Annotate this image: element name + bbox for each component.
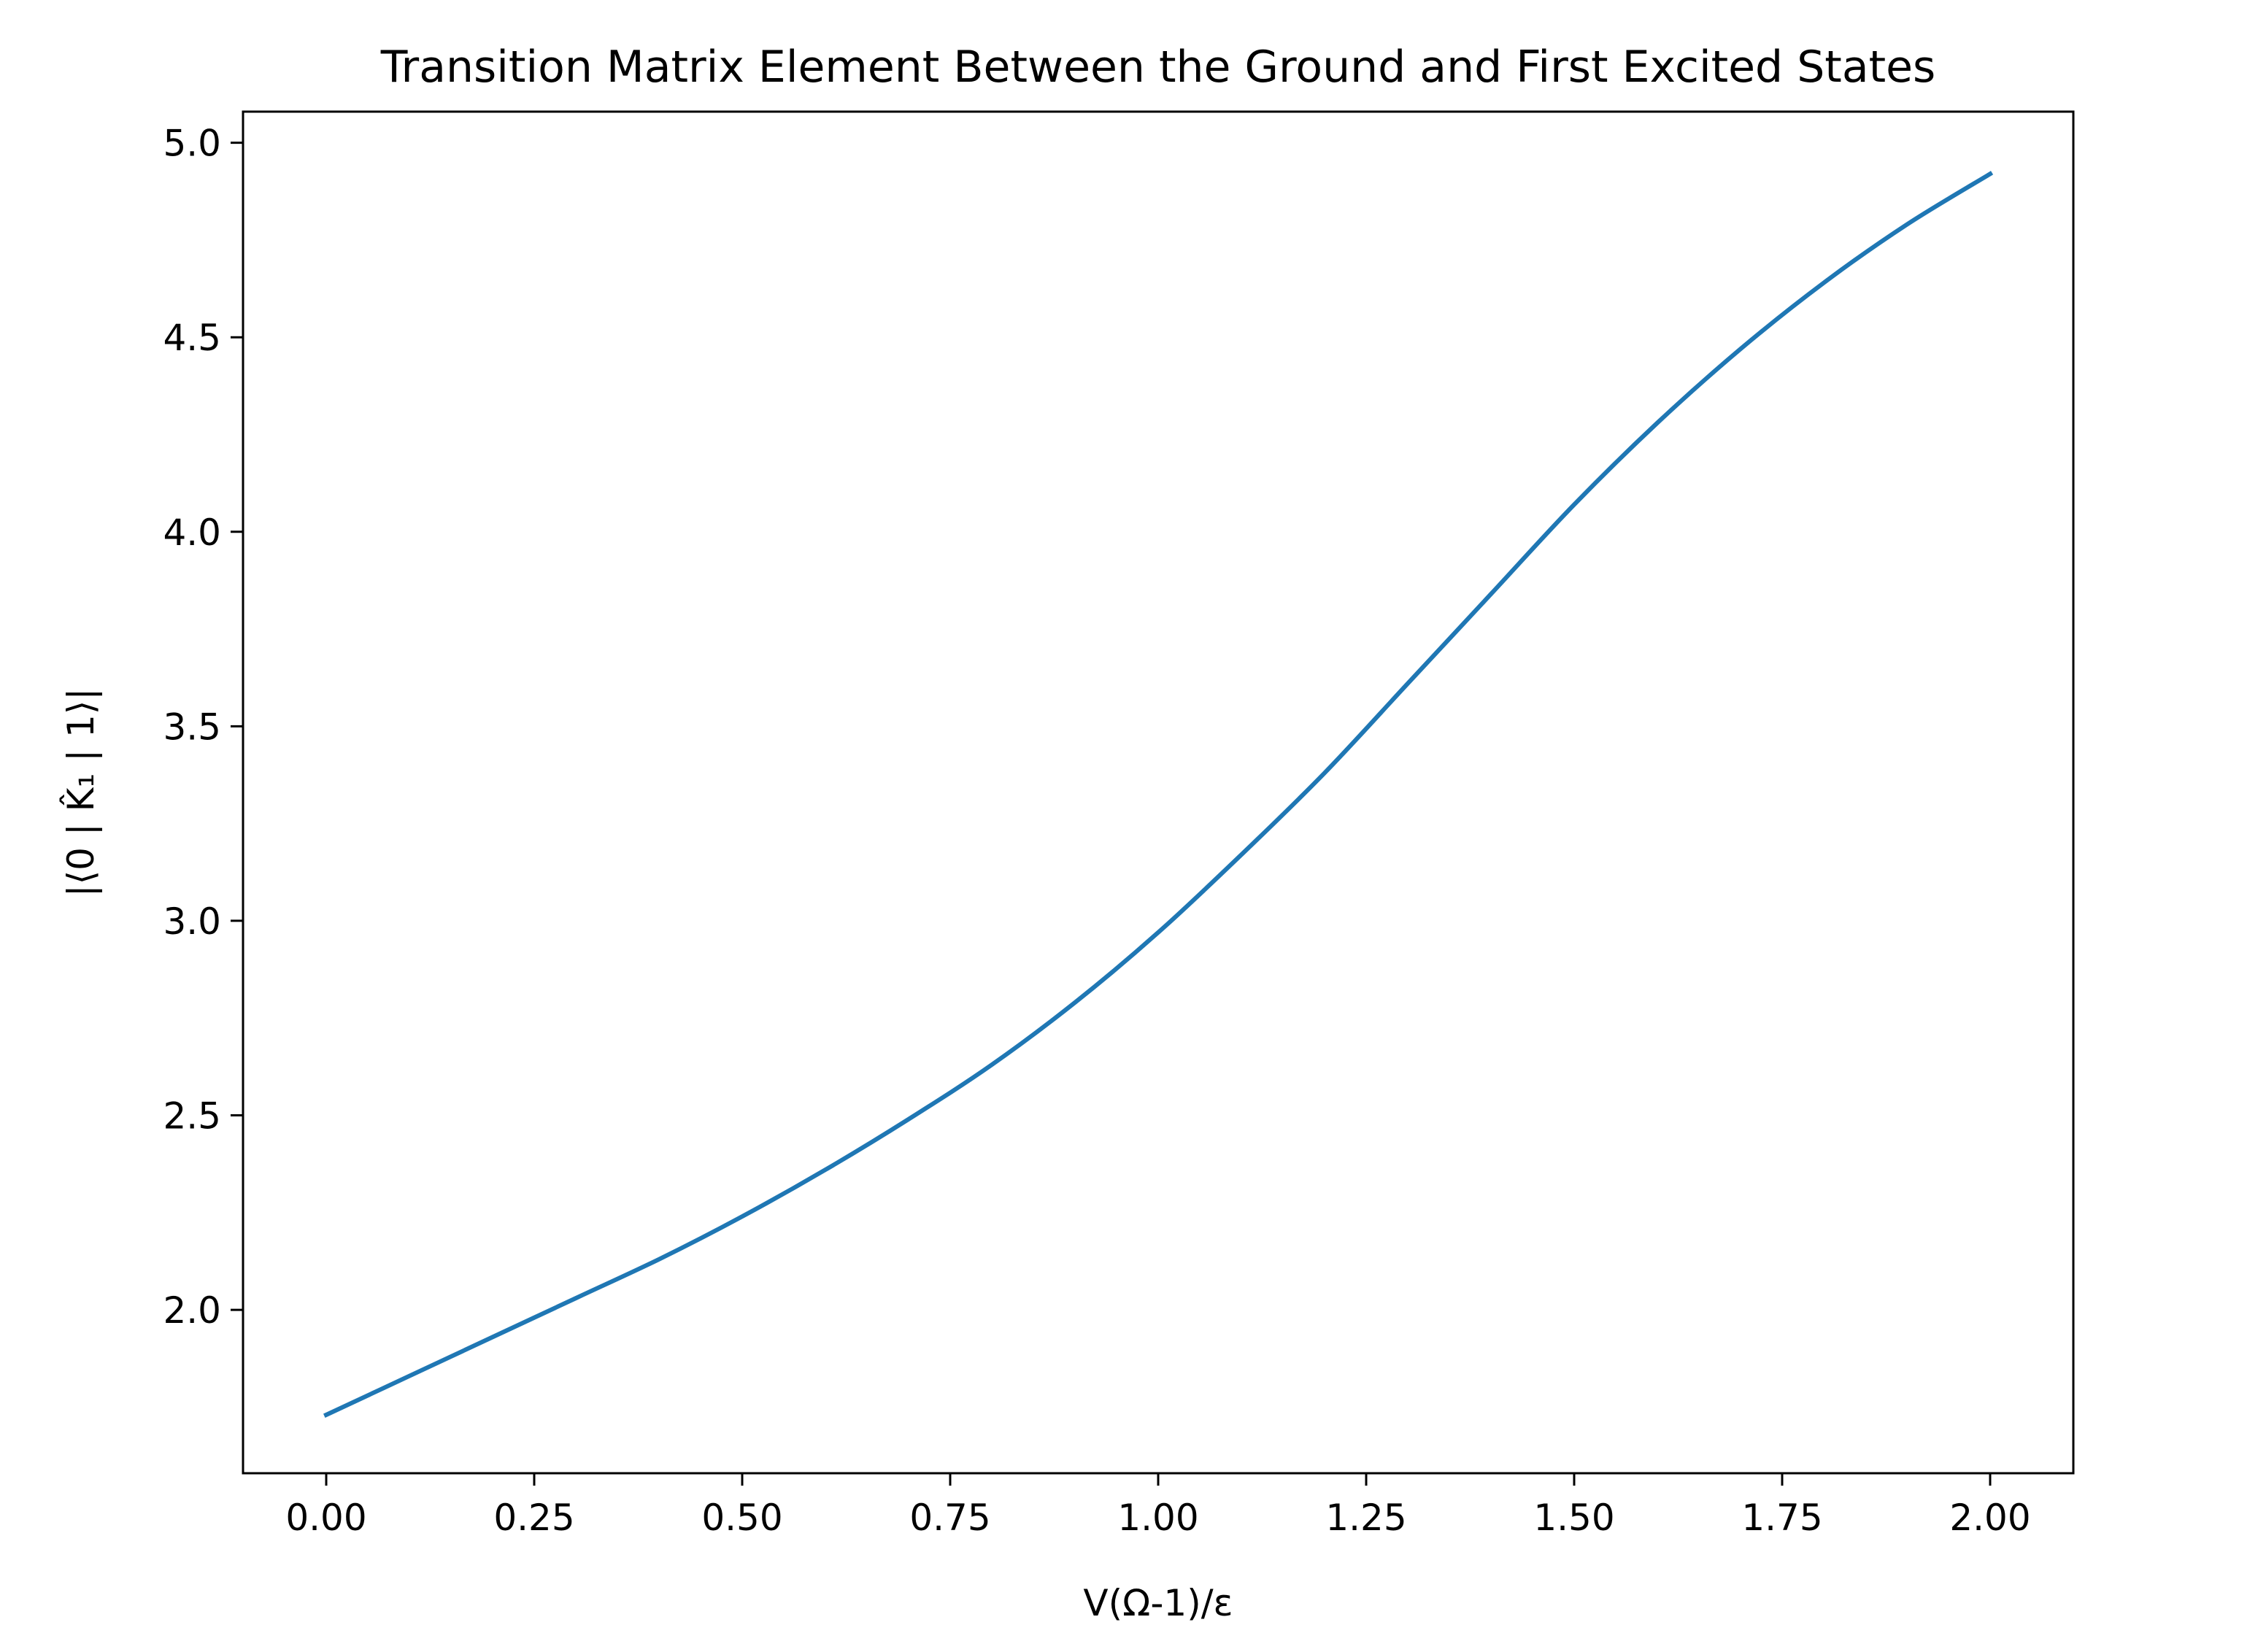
x-tick-label: 2.00 [1949, 1497, 2030, 1539]
y-tick-label: 5.0 [163, 123, 221, 165]
x-axis-label: V(Ω-1)/ε [1083, 1582, 1233, 1624]
y-tick-label: 2.0 [163, 1289, 221, 1332]
x-tick-label: 1.25 [1325, 1497, 1406, 1539]
x-tick-label: 0.00 [285, 1497, 366, 1539]
x-tick-label: 0.50 [701, 1497, 782, 1539]
x-tick-label: 1.50 [1533, 1497, 1614, 1539]
plot-area [243, 112, 2073, 1473]
y-tick-label: 3.5 [163, 706, 221, 748]
y-axis: 2.0 2.5 3.0 3.5 4.0 4.5 5.0 [163, 123, 243, 1332]
x-tick-label: 1.00 [1117, 1497, 1198, 1539]
y-tick-label: 4.0 [163, 512, 221, 554]
y-tick-label: 3.0 [163, 900, 221, 943]
y-tick-label: 2.5 [163, 1095, 221, 1138]
x-tick-label: 1.75 [1741, 1497, 1822, 1539]
plot-frame [242, 110, 2075, 1475]
x-tick-label: 0.75 [909, 1497, 990, 1539]
x-tick-label: 0.25 [493, 1497, 574, 1539]
y-tick-label: 4.5 [163, 317, 221, 359]
chart-title: Transition Matrix Element Between the Gr… [380, 42, 1936, 93]
series-line [323, 171, 1994, 1418]
x-axis: 0.00 0.25 0.50 0.75 1.00 1.25 1.50 1.75 2.00 [285, 1473, 2031, 1539]
y-axis-label: |⟨0 | K̂₁ | 1⟩| [59, 688, 102, 897]
